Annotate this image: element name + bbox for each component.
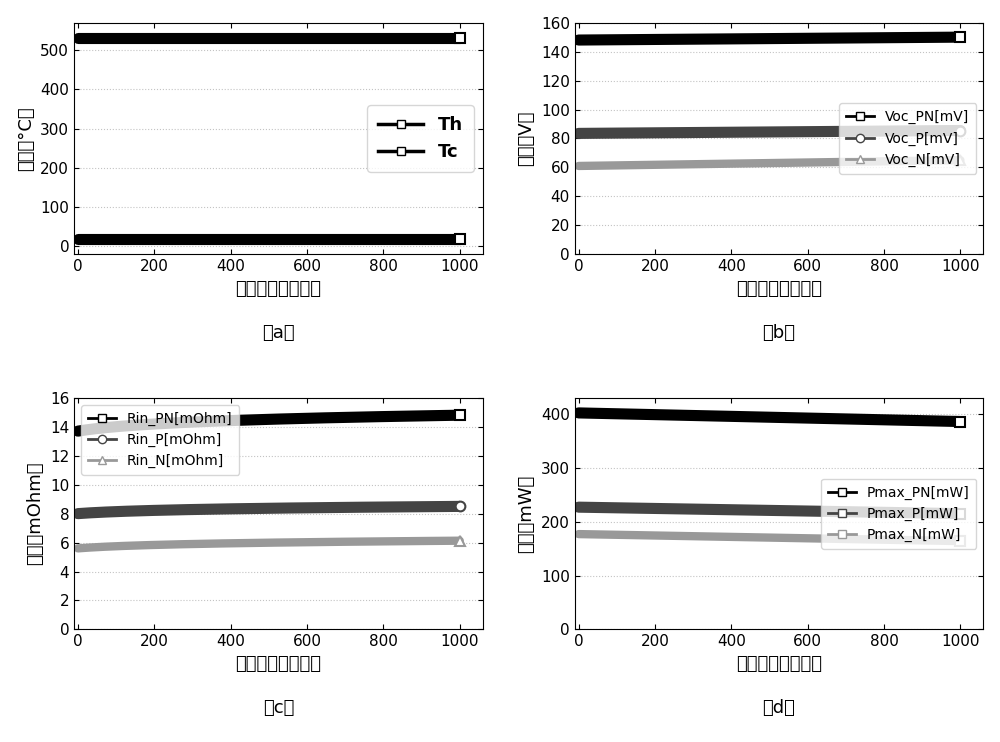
Y-axis label: 温度（°C）: 温度（°C） xyxy=(17,106,35,171)
X-axis label: 经过时间（小时）: 经过时间（小时） xyxy=(235,280,321,298)
Text: （b）: （b） xyxy=(763,324,796,342)
Legend: Th, Tc: Th, Tc xyxy=(367,105,474,172)
Text: （a）: （a） xyxy=(262,324,295,342)
X-axis label: 经过时间（小时）: 经过时间（小时） xyxy=(736,280,822,298)
X-axis label: 经过时间（小时）: 经过时间（小时） xyxy=(736,655,822,673)
Legend: Rin_PN[mOhm], Rin_P[mOhm], Rin_N[mOhm]: Rin_PN[mOhm], Rin_P[mOhm], Rin_N[mOhm] xyxy=(81,405,239,475)
Text: （d）: （d） xyxy=(763,699,795,717)
Y-axis label: 电阴（mOhm）: 电阴（mOhm） xyxy=(26,462,44,565)
Legend: Voc_PN[mV], Voc_P[mV], Voc_N[mV]: Voc_PN[mV], Voc_P[mV], Voc_N[mV] xyxy=(839,103,976,174)
Y-axis label: 电压（V）: 电压（V） xyxy=(517,111,535,166)
Text: （c）: （c） xyxy=(263,699,294,717)
Y-axis label: 功率（mW）: 功率（mW） xyxy=(517,474,535,553)
X-axis label: 经过时间（小时）: 经过时间（小时） xyxy=(235,655,321,673)
Legend: Pmax_PN[mW], Pmax_P[mW], Pmax_N[mW]: Pmax_PN[mW], Pmax_P[mW], Pmax_N[mW] xyxy=(821,479,976,549)
